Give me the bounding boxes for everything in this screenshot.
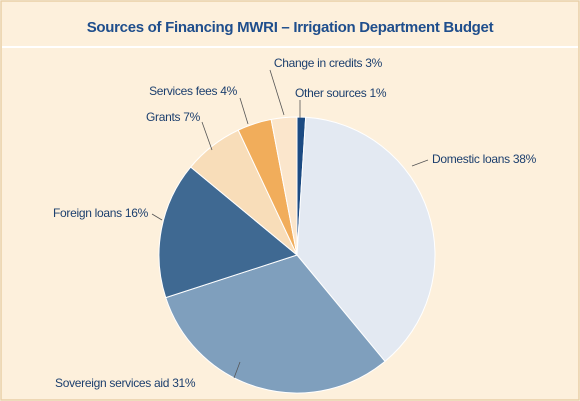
slice-label-value: 4% [220, 84, 237, 98]
leader-line [201, 121, 213, 151]
leader-line [151, 213, 163, 221]
slice-label-value: 38% [513, 152, 537, 166]
leader-line [239, 97, 249, 125]
slice-label: Grants 7% [146, 110, 201, 124]
pie-slice [165, 254, 386, 394]
leader-line [411, 159, 429, 167]
slice-label: Domestic loans 38% [432, 152, 537, 166]
leader-line [233, 361, 241, 379]
slice-label-value: 7% [183, 110, 200, 124]
pie-slice [296, 116, 436, 363]
slice-label: Foreign loans 16% [53, 206, 149, 220]
pie-slice [158, 166, 299, 299]
slice-label-value: 16% [125, 206, 149, 220]
slice-label-value: 31% [172, 376, 196, 390]
slice-label-name: Grants [146, 110, 181, 124]
slice-label-name: Domestic loans [432, 152, 510, 166]
slice-label: Other sources 1% [295, 86, 387, 100]
slice-label: Services fees 4% [149, 84, 238, 98]
leader-line [269, 69, 285, 116]
slice-label-value: 1% [370, 86, 387, 100]
chart-title: Sources of Financing MWRI – Irrigation D… [87, 19, 494, 36]
pie-slice [270, 116, 298, 256]
slice-label-name: Other sources [295, 86, 367, 100]
slice-label: Sovereign services aid 31% [55, 376, 196, 390]
slice-label-name: Sovereign services aid [55, 376, 169, 390]
slice-label-name: Change in credits [274, 56, 363, 70]
slice-label-name: Services fees [149, 84, 217, 98]
slice-label-value: 3% [365, 56, 382, 70]
slice-label: Change in credits 3% [274, 56, 383, 70]
slice-label-name: Foreign loans [53, 206, 122, 220]
